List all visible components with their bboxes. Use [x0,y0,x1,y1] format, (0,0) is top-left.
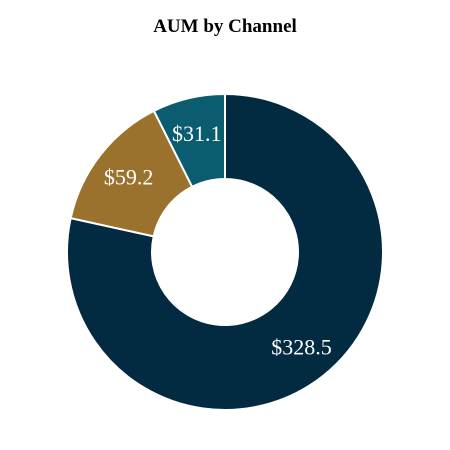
donut-slice-2 [152,92,226,189]
slice-label-0: $328.5 [271,335,332,360]
slice-label-1: $59.2 [104,165,154,190]
donut-slice-0 [66,92,384,411]
chart-title: AUM by Channel [153,16,297,37]
slice-label-2: $31.1 [172,121,222,146]
